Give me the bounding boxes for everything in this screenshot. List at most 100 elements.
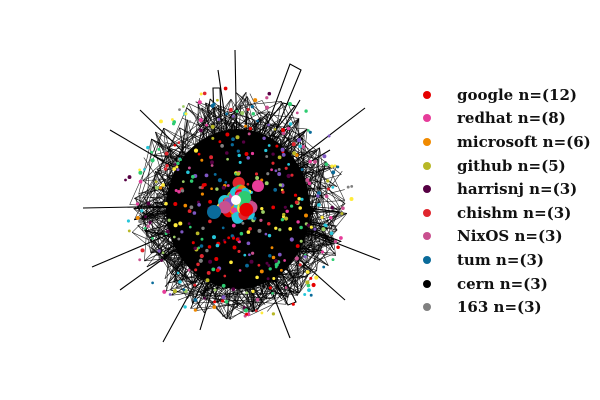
graph-node bbox=[273, 127, 277, 131]
graph-node bbox=[165, 163, 169, 168]
graph-node bbox=[238, 269, 242, 272]
graph-node bbox=[264, 181, 269, 186]
graph-edge bbox=[248, 296, 289, 317]
graph-node bbox=[231, 195, 241, 205]
graph-node bbox=[182, 105, 185, 108]
graph-node bbox=[277, 172, 282, 176]
graph-node bbox=[281, 131, 286, 135]
graph-node bbox=[198, 186, 202, 189]
graph-node bbox=[158, 186, 163, 190]
graph-node bbox=[311, 282, 316, 288]
graph-node bbox=[144, 215, 147, 219]
graph-node bbox=[223, 240, 227, 244]
graph-node bbox=[199, 92, 203, 96]
graph-node bbox=[307, 288, 311, 293]
graph-node bbox=[172, 289, 177, 294]
graph-node bbox=[298, 206, 302, 210]
graph-node bbox=[188, 225, 192, 229]
graph-node bbox=[246, 241, 251, 246]
legend-label: chishm n=(3) bbox=[457, 203, 572, 222]
graph-edge bbox=[234, 213, 256, 312]
graph-node bbox=[303, 255, 307, 259]
graph-node bbox=[257, 228, 262, 233]
graph-node bbox=[239, 202, 254, 217]
graph-node bbox=[138, 170, 143, 175]
graph-node bbox=[304, 109, 308, 113]
graph-node bbox=[256, 119, 259, 123]
graph-node bbox=[245, 312, 248, 316]
graph-node bbox=[173, 223, 178, 228]
graph-node bbox=[313, 159, 317, 164]
graph-node bbox=[237, 191, 252, 205]
graph-node bbox=[225, 132, 230, 137]
graph-node bbox=[270, 168, 273, 172]
graph-node bbox=[265, 155, 269, 158]
graph-node bbox=[254, 309, 258, 313]
graph-edge bbox=[137, 225, 178, 269]
graph-node bbox=[180, 230, 184, 234]
graph-edge bbox=[185, 122, 234, 240]
graph-node bbox=[197, 202, 201, 207]
graph-node bbox=[255, 275, 259, 280]
graph-edge bbox=[277, 169, 322, 233]
graph-node bbox=[146, 145, 150, 150]
graph-node bbox=[173, 143, 177, 147]
graph-node bbox=[281, 152, 286, 157]
graph-node bbox=[267, 123, 270, 127]
graph-node bbox=[193, 148, 199, 153]
legend-label: cern n=(3) bbox=[457, 274, 548, 293]
graph-node bbox=[143, 168, 146, 171]
graph-node bbox=[283, 205, 287, 209]
graph-node bbox=[306, 223, 310, 227]
legend-item: microsoft n=(6) bbox=[420, 130, 598, 154]
graph-node bbox=[284, 216, 289, 221]
legend-label: github n=(5) bbox=[457, 156, 566, 175]
graph-node bbox=[264, 148, 268, 153]
graph-node bbox=[331, 170, 336, 175]
graph-edge bbox=[198, 100, 263, 126]
graph-node bbox=[181, 180, 185, 183]
graph-node bbox=[151, 236, 154, 240]
graph-node bbox=[126, 219, 130, 223]
graph-node bbox=[193, 308, 198, 312]
graph-node bbox=[197, 100, 202, 105]
graph-node bbox=[236, 171, 241, 176]
graph-edge bbox=[129, 127, 164, 205]
graph-node bbox=[215, 187, 219, 191]
graph-node bbox=[279, 268, 283, 272]
graph-node bbox=[173, 162, 177, 166]
graph-node bbox=[297, 196, 302, 201]
graph-node bbox=[212, 235, 216, 240]
graph-edge bbox=[233, 210, 298, 289]
graph-node bbox=[215, 243, 220, 248]
graph-node bbox=[306, 283, 311, 288]
graph-edge bbox=[170, 289, 253, 313]
graph-node bbox=[339, 236, 343, 240]
graph-node bbox=[220, 299, 225, 303]
graph-node bbox=[242, 306, 246, 310]
graph-node bbox=[308, 130, 312, 134]
graph-node bbox=[187, 222, 191, 225]
graph-node bbox=[273, 188, 278, 192]
graph-edge bbox=[292, 129, 308, 257]
graph-node bbox=[267, 144, 271, 147]
graph-edge bbox=[212, 115, 282, 140]
legend-item: google n=(12) bbox=[420, 83, 598, 107]
graph-node bbox=[199, 244, 204, 248]
graph-node bbox=[322, 265, 326, 269]
graph-node bbox=[192, 211, 197, 215]
graph-node bbox=[313, 227, 317, 231]
legend-label: harrisnj n=(3) bbox=[457, 180, 578, 199]
graph-node bbox=[244, 152, 249, 156]
graph-node bbox=[210, 124, 215, 129]
graph-node bbox=[300, 197, 304, 201]
graph-edge bbox=[144, 230, 219, 249]
graph-node bbox=[282, 212, 286, 217]
graph-node bbox=[320, 215, 324, 219]
graph-edge bbox=[244, 208, 338, 231]
graph-node bbox=[326, 179, 330, 183]
graph-node bbox=[299, 239, 303, 243]
graph-node bbox=[172, 235, 176, 239]
graph-node bbox=[186, 170, 190, 175]
graph-edge bbox=[187, 154, 240, 193]
